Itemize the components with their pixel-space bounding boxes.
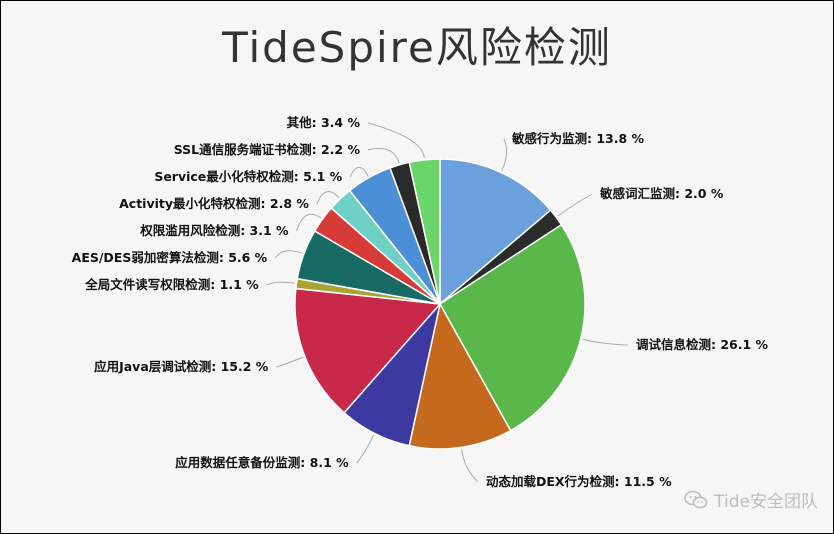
leader-line: [274, 250, 303, 259]
slice-label: 全局文件读写权限检测: 1.1 %: [84, 277, 259, 292]
leader-line: [367, 147, 400, 163]
leader-line: [356, 434, 375, 464]
leader-line: [349, 166, 369, 178]
pie-slice: [408, 158, 441, 305]
slice-label: 敏感词汇监测: 2.0 %: [599, 186, 724, 201]
slice-label: Service最小化特权检测: 5.1 %: [154, 169, 342, 184]
slice-label: 权限滥用风险检测: 3.1 %: [139, 223, 289, 238]
slice-label: 其他: 3.4 %: [287, 115, 361, 130]
slice-label: 动态加载DEX行为检测: 11.5 %: [486, 474, 672, 489]
leader-line: [296, 213, 322, 232]
pie-slice: [408, 301, 512, 450]
pie-slice: [439, 223, 586, 432]
wechat-icon: [684, 490, 708, 510]
slice-label: 应用数据任意备份监测: 8.1 %: [175, 455, 349, 470]
leader-line: [582, 338, 629, 346]
watermark-text: Tide安全团队: [714, 492, 818, 512]
slice-label: AES/DES弱加密算法检测: 5.6 %: [72, 250, 268, 265]
leader-line: [276, 356, 304, 368]
chart-title: TideSpire风险检测: [222, 23, 612, 72]
leader-line: [461, 449, 479, 483]
leader-line: [316, 191, 340, 205]
pie-slice: [439, 158, 552, 306]
slice-label: 应用Java层调试检测: 15.2 %: [94, 359, 269, 374]
pie-slice: [294, 287, 442, 414]
leader-line: [367, 122, 425, 158]
slice-label: 调试信息检测: 26.1 %: [636, 337, 769, 352]
watermark: Tide安全团队: [684, 487, 818, 512]
leader-line: [266, 281, 295, 286]
leader-line: [557, 193, 593, 217]
slice-label: Activity最小化特权检测: 2.8 %: [119, 196, 309, 211]
slice-label: 敏感行为监测: 13.8 %: [511, 131, 645, 146]
slice-label: SSL通信服务端证书检测: 2.2 %: [174, 142, 361, 157]
leader-line: [501, 138, 508, 171]
